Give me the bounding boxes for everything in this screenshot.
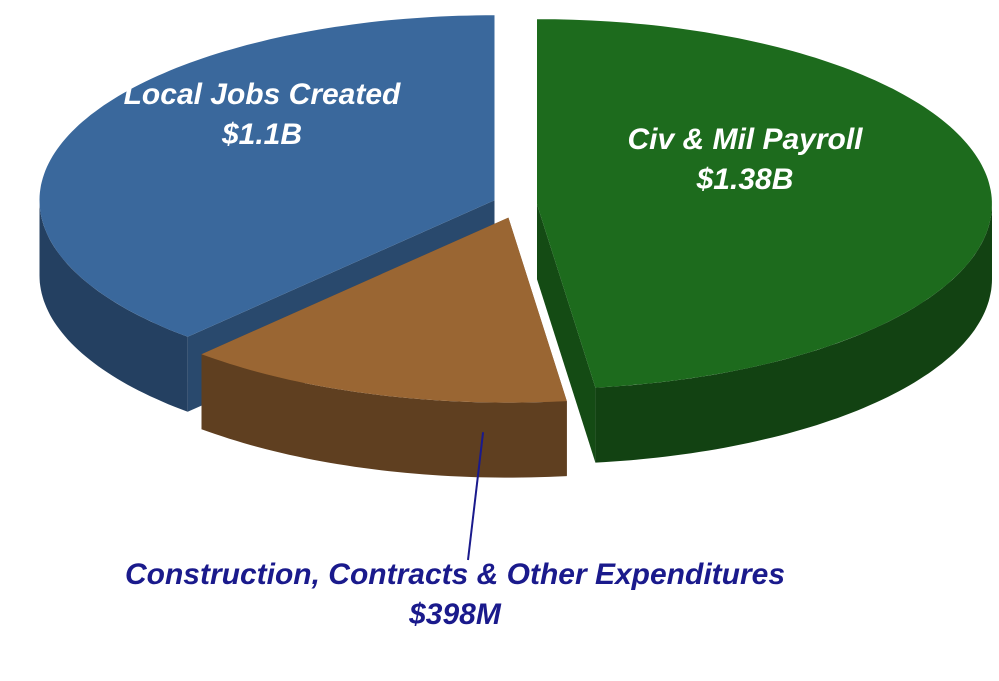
slice-wall xyxy=(595,204,992,463)
category-label: Civ & Mil Payroll xyxy=(627,123,863,156)
value-label: $1.1B xyxy=(221,118,303,151)
slice-label: Local Jobs Created $1.1B xyxy=(62,75,462,155)
slice-wall xyxy=(201,354,567,478)
slice-wall xyxy=(39,200,188,412)
value-label: $398M xyxy=(409,598,501,631)
leader-line xyxy=(467,432,485,561)
category-label: Local Jobs Created xyxy=(123,78,401,111)
slice-side xyxy=(537,204,596,463)
slice-label: Civ & Mil Payroll $1.38B xyxy=(575,120,915,200)
slice xyxy=(201,217,567,403)
category-label: Construction, Contracts & Other Expendit… xyxy=(124,558,786,591)
slice xyxy=(39,15,495,337)
slice xyxy=(537,19,992,388)
value-label: $1.38B xyxy=(696,163,794,196)
slice-label: Construction, Contracts & Other Expendit… xyxy=(105,555,805,635)
